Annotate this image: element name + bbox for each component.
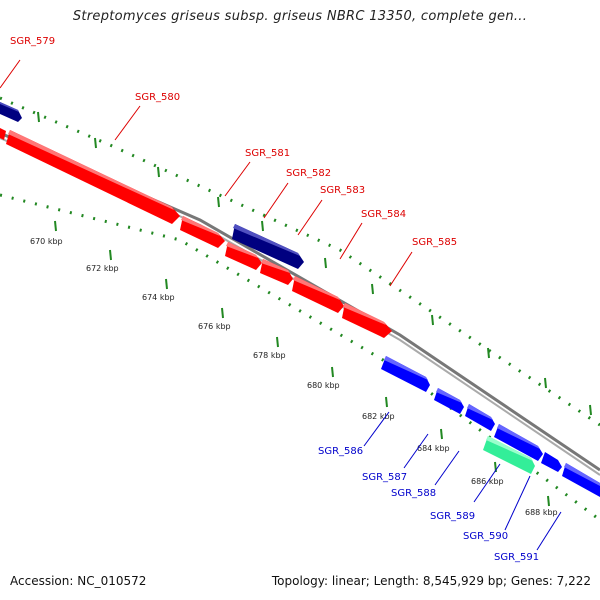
- ruler-tick: [109, 249, 112, 261]
- upper-tick: [371, 283, 374, 295]
- upper-dotted-guide: [0, 96, 600, 427]
- gene-sgr-584[interactable]: [260, 259, 344, 313]
- gene-sgr-587[interactable]: [434, 388, 464, 414]
- upper-tick: [544, 377, 547, 389]
- gene-sgr-583[interactable]: [225, 242, 262, 270]
- gene-sgr-589[interactable]: [494, 424, 543, 461]
- gene-sgr-585[interactable]: [342, 303, 392, 338]
- ruler-tick-label: 676 kbp: [198, 322, 231, 331]
- ruler-tick-label: 680 kbp: [307, 381, 340, 390]
- label-sgr-590: SGR_590: [463, 531, 508, 542]
- gene-sgr-590[interactable]: [483, 436, 535, 474]
- map-title: Streptomyces griseus subsp. griseus NBRC…: [72, 9, 528, 24]
- upper-tick: [37, 111, 40, 123]
- backbone-line-inner: [0, 137, 600, 476]
- ruler-tick-label: 688 kbp: [525, 508, 558, 517]
- ruler-tick-label: 674 kbp: [142, 293, 175, 302]
- label-sgr-582: SGR_582: [286, 168, 331, 179]
- upper-tick: [217, 196, 220, 208]
- label-sgr-585: SGR_585: [412, 237, 457, 248]
- ruler-tick: [331, 366, 334, 378]
- topology-summary: Topology: linear; Length: 8,545,929 bp; …: [271, 574, 591, 588]
- label-sgr-591: SGR_591: [494, 552, 539, 563]
- gene-sgr-581[interactable]: [180, 216, 225, 248]
- upper-tick: [324, 257, 327, 269]
- accession-label: Accession: NC_010572: [10, 574, 147, 588]
- ruler-tick: [54, 220, 57, 232]
- ruler-tick-label: 670 kbp: [30, 237, 63, 246]
- gene-sgr-579[interactable]: [0, 102, 22, 122]
- gene-sgr-590b[interactable]: [541, 452, 562, 472]
- upper-tick: [94, 137, 97, 149]
- gene-sgr-591[interactable]: [562, 463, 600, 497]
- ruler-tick-label: 678 kbp: [253, 351, 286, 360]
- gene-sgr-580[interactable]: [0, 128, 180, 224]
- ruler-tick: [440, 428, 443, 440]
- label-sgr-589: SGR_589: [430, 511, 475, 522]
- label-sgr-579: SGR_579: [10, 36, 55, 47]
- label-sgr-587: SGR_587: [362, 472, 407, 483]
- label-sgr-580: SGR_580: [135, 92, 180, 103]
- label-sgr-581: SGR_581: [245, 148, 290, 159]
- gene-sgr-588[interactable]: [465, 404, 495, 431]
- upper-tick: [589, 404, 592, 416]
- label-sgr-586: SGR_586: [318, 446, 363, 457]
- ruler-tick: [276, 336, 279, 348]
- label-sgr-588: SGR_588: [391, 488, 436, 499]
- ruler-tick: [547, 495, 550, 507]
- ruler-tick: [221, 307, 224, 319]
- ruler-tick-label: 684 kbp: [417, 444, 450, 453]
- label-sgr-583: SGR_583: [320, 185, 365, 196]
- gene-sgr-586[interactable]: [381, 356, 430, 392]
- lower-dotted-guide: [0, 193, 600, 522]
- ruler-tick-label: 682 kbp: [362, 412, 395, 421]
- ruler-tick-label: 672 kbp: [86, 264, 119, 273]
- upper-tick: [157, 166, 160, 178]
- label-sgr-584: SGR_584: [361, 209, 406, 220]
- upper-tick: [487, 347, 490, 359]
- gene-sgr-582[interactable]: [232, 224, 304, 269]
- upper-tick: [431, 314, 434, 326]
- ruler-tick: [165, 278, 168, 290]
- upper-tick: [261, 220, 264, 232]
- ruler-tick: [385, 396, 388, 408]
- ruler-tick-label: 686 kbp: [471, 477, 504, 486]
